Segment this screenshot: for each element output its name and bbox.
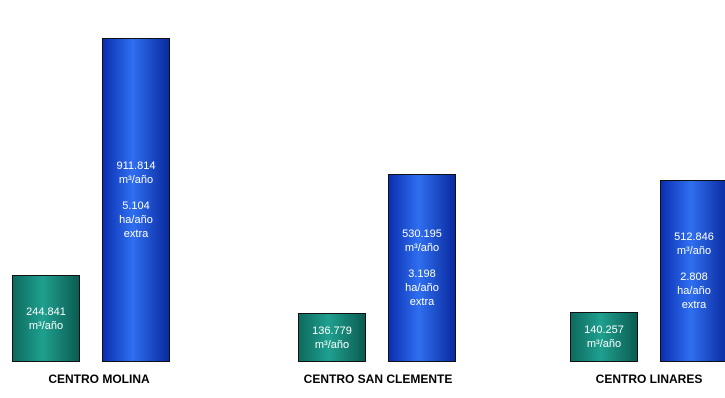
data-label-ha-unit: ha/año: [119, 214, 153, 226]
bar-2-2: 530.195 m³/año 3.198 ha/año extra: [388, 174, 456, 362]
data-label: 140.257 m³/año: [571, 323, 637, 351]
data-label-unit: m³/año: [586, 338, 622, 350]
data-label-ha: 3.198: [408, 268, 436, 280]
data-label-unit: m³/año: [28, 319, 64, 332]
category-label: CENTRO LINARES: [595, 372, 703, 386]
data-label: 911.814 m³/año 5.104 ha/año extra: [103, 159, 169, 241]
data-label-ha-unit: ha/año: [677, 285, 711, 297]
data-label-ha-unit: ha/año: [405, 282, 439, 294]
data-label: 512.846 m³/año 2.808 ha/año extra: [661, 230, 725, 312]
data-label-gap: [103, 187, 169, 199]
data-label-value: 244.841: [26, 305, 66, 318]
data-label-ha: 2.808: [680, 271, 708, 283]
data-label-value: 140.257: [584, 324, 624, 336]
category-label: CENTRO MOLINA: [48, 372, 150, 386]
data-label-gap: [661, 258, 725, 270]
data-label: 530.195 m³/año 3.198 ha/año extra: [389, 227, 455, 309]
bar-2-3: 512.846 m³/año 2.808 ha/año extra: [660, 180, 725, 362]
data-label-unit: m³/año: [314, 338, 350, 351]
data-label-extra: extra: [409, 296, 435, 308]
data-label-unit: m³/año: [676, 245, 712, 257]
data-label-unit: m³/año: [118, 174, 154, 186]
data-label: 244.841 m³/año: [13, 305, 79, 333]
bar-1-3: 140.257 m³/año: [570, 312, 638, 362]
data-label-value: 512.846: [674, 231, 714, 243]
data-label-unit: m³/año: [404, 242, 440, 254]
data-label-gap: [389, 255, 455, 267]
data-label: 136.779 m³/año: [299, 324, 365, 352]
data-label-value: 136.779: [312, 324, 352, 337]
bar-1-1: 244.841 m³/año: [12, 275, 80, 362]
category-label: CENTRO SAN CLEMENTE: [303, 372, 453, 386]
data-label-value: 911.814: [116, 160, 156, 172]
bar-1-2: 136.779 m³/año: [298, 313, 366, 362]
bar-2-1: 911.814 m³/año 5.104 ha/año extra: [102, 38, 170, 362]
data-label-ha: 5.104: [122, 200, 150, 212]
data-label-extra: extra: [123, 228, 149, 240]
data-label-extra: extra: [681, 299, 707, 311]
data-label-value: 530.195: [402, 228, 442, 240]
